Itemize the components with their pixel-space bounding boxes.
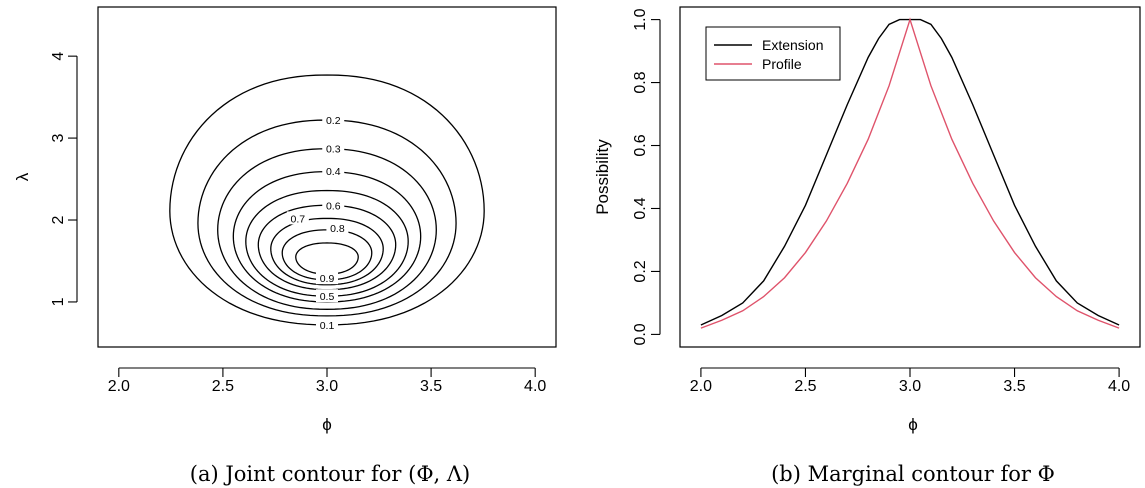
y-axis-b: 0.0 0.2 0.4 0.6 0.8 1.0 [632, 8, 661, 346]
panel-joint-contour: 0.2 0.3 0.4 0.6 0.7 0.8 0.9 0.5 0.1 2.0 2.5 3.0 3.5… [13, 6, 557, 486]
caption-a: (a) Joint contour for (Φ, Λ) [190, 462, 471, 486]
x-tick-label-a: 2.5 [212, 378, 234, 395]
contour-label: 0.5 [320, 291, 335, 303]
x-axis-b: 2.0 2.5 3.0 3.5 4.0 [690, 367, 1130, 395]
y-axis-label-a: λ [13, 172, 32, 181]
contour-label: 0.2 [326, 115, 341, 127]
y-tick-label-b: 0.8 [632, 71, 649, 93]
series-lines [700, 17, 1120, 329]
legend-label-profile: Profile [762, 56, 802, 72]
x-tick-label-b: 4.0 [1108, 378, 1130, 395]
contour-level-0-3 [217, 148, 437, 310]
caption-b: (b) Marginal contour for Φ [771, 462, 1055, 486]
contour-level-0-6 [257, 204, 397, 291]
plot-frame-b [679, 6, 1141, 348]
y-tick-label-b: 1.0 [632, 8, 649, 30]
y-axis-a: 1 2 3 4 [50, 52, 78, 306]
contour-label-bg [322, 141, 345, 155]
x-axis-label-b: ϕ [908, 415, 918, 434]
x-tick-label-a: 4.0 [524, 378, 546, 395]
contour-label: 0.7 [291, 213, 306, 225]
contour-label: 0.9 [320, 273, 335, 285]
legend-box [705, 26, 841, 81]
legend-label-extension: Extension [762, 37, 823, 53]
y-tick-label-b: 0.2 [632, 260, 649, 282]
contour-level-0-1 [169, 74, 485, 326]
x-tick-label-b: 3.0 [899, 378, 921, 395]
contour-level-0-5 [245, 189, 409, 297]
y-tick-label-a: 2 [50, 215, 67, 224]
contour-level-0-9 [295, 242, 359, 275]
contour-label-bg [322, 163, 345, 177]
contour-lines [169, 74, 485, 326]
contour-label-bg [322, 113, 345, 127]
y-axis-label-b: Possibility [593, 139, 612, 215]
contour-label-bg [316, 271, 338, 285]
y-tick-label-b: 0.4 [632, 197, 649, 219]
x-axis-label-a: ϕ [322, 415, 332, 434]
x-tick-label-b: 3.5 [1003, 378, 1025, 395]
legend: Extension Profile [705, 26, 841, 81]
y-tick-label-a: 4 [50, 52, 67, 61]
contour-label: 0.6 [326, 200, 341, 212]
contour-label-bg [316, 289, 338, 303]
contour-labels: 0.2 0.3 0.4 0.6 0.7 0.8 0.9 0.5 0.1 [286, 113, 349, 332]
x-tick-label-b: 2.0 [690, 378, 712, 395]
series-line-profile [700, 17, 1120, 329]
x-axis-a: 2.0 2.5 3.0 3.5 4.0 [108, 367, 546, 395]
x-tick-label-a: 3.0 [316, 378, 338, 395]
contour-label: 0.3 [326, 144, 341, 156]
contour-level-0-4 [232, 171, 422, 303]
x-tick-label-a: 3.5 [420, 378, 442, 395]
y-tick-label-a: 3 [50, 134, 67, 143]
y-tick-label-a: 1 [50, 297, 67, 306]
x-tick-label-b: 2.5 [794, 378, 816, 395]
x-tick-label-a: 2.0 [108, 378, 130, 395]
contour-label-bg [326, 221, 349, 235]
y-tick-label-b: 0.0 [632, 323, 649, 345]
contour-label-bg [322, 198, 345, 212]
contour-label: 0.4 [326, 166, 341, 178]
contour-label-bg [286, 211, 309, 225]
contour-level-0-2 [197, 119, 457, 317]
contour-label: 0.8 [330, 223, 345, 235]
plot-frame-a [97, 6, 557, 348]
contour-label: 0.1 [320, 320, 335, 332]
panel-marginal-contour: 2.0 2.5 3.0 3.5 4.0 0.0 0.2 0.4 0.6 0.8 1.0 Exten… [593, 6, 1141, 486]
contour-level-0-8 [281, 229, 373, 281]
y-tick-label-b: 0.6 [632, 134, 649, 156]
contour-level-0-7 [270, 217, 384, 286]
contour-label-bg [316, 317, 338, 331]
